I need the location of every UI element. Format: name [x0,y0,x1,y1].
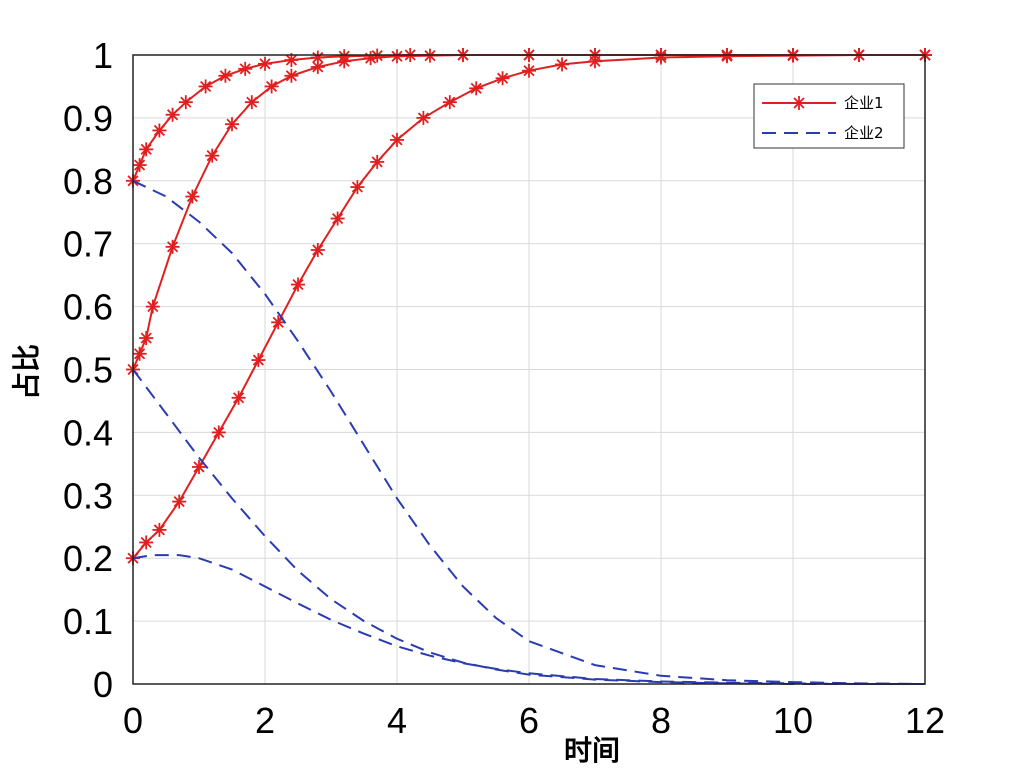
y-tick-label: 0.4 [63,412,113,453]
y-tick-label: 0.7 [63,224,113,265]
series-2-curve-3-line [132,554,925,685]
y-axis-label: 占比 [10,344,43,400]
series-1-curve-2-point [185,189,200,204]
grid [133,55,925,684]
series-1-curve-3-point [522,63,536,78]
series-1-curve-1-point [132,158,147,173]
series-1-curve-3-point [231,390,246,405]
y-tick-label: 0.5 [63,350,113,391]
x-tick-label: 6 [519,700,539,741]
x-tick-label: 0 [123,700,143,741]
series-1-curve-3-point [442,95,457,110]
legend-marker-series-1 [792,96,806,110]
series-1-curve-2-point [225,117,239,132]
series-1-curve-1-point [139,142,154,157]
y-tick-label: 0.9 [63,98,113,139]
series-1-curve-2-point [139,331,154,346]
y-tick-label: 1 [93,35,113,76]
series-1-curve-3-point [152,522,167,537]
series-1-curve-3-point [310,242,325,257]
x-tick-label: 2 [255,700,275,741]
plot-frame [132,54,926,685]
series-1-curve-3-point [139,535,154,550]
series-1-curve-3-point [192,459,206,474]
legend-entry-series-2: 企业2 [844,124,884,142]
series-1-curve-3-point [588,54,602,69]
series-1-curve-3-point [469,81,484,96]
series-1-curve-3-point [555,57,569,72]
x-tick-label: 8 [651,700,671,741]
x-tick-label: 4 [387,700,407,741]
x-axis-label: 时间 [564,734,620,767]
y-tick-label: 0.3 [63,475,113,516]
series-1-curve-2-point [205,148,220,163]
series-1-curve-3-point [495,71,510,86]
series-1-curve-3-point [172,494,187,509]
series-1-curve-2-point [264,79,279,94]
series-1-curve-2-point [132,346,147,361]
legend: 企业1 企业2 [753,83,905,149]
series-1-curve-3-point [271,315,286,330]
series-1-curve-3-point [416,110,431,125]
y-tick-label: 0.6 [63,287,113,328]
x-tick-label: 10 [773,700,813,741]
y-tick-label: 0.1 [63,601,113,642]
series-1-curve-2-point [165,239,180,254]
series-1-curve-3-point [291,277,305,292]
x-tick-label: 12 [905,700,945,741]
series-1-curve-1-point [165,107,180,122]
series-1-curve-2-point [145,299,160,314]
series-2-curve-1-line [132,179,926,685]
legend-entry-series-1: 企业1 [844,94,884,112]
series-1-curve-1-point [238,61,253,76]
series-1-curve-3-point [390,132,404,147]
legend-box [753,83,905,149]
series-1-curve-1-point [152,123,167,138]
series-1-curve-1-point [258,56,272,71]
series-1-curve-3-point [251,353,266,368]
series-1-curve-2-point [363,51,378,66]
series-1-curve-2-point [310,59,325,74]
series-1-curve-1-point [218,68,233,83]
series-1-curve-2-point [390,49,404,64]
y-tick-label: 0.2 [63,538,113,579]
series-1-curve-2-point [337,54,352,69]
series-1-curve-3-point [370,154,385,169]
series-1-curve-3-point [330,211,345,226]
series-1-curve-1-point [198,79,213,94]
series-1-curve-3-point [211,425,226,440]
series-1-curve-1-point [178,95,193,110]
y-tick-label: 0 [93,664,113,705]
series-1-curve-3-point [350,180,365,195]
series-1-curve-3-point [720,49,734,64]
series-1-curve-2-point [284,68,299,83]
series-1-curve-3-point [654,50,668,65]
series-1-curve-2-point [244,95,259,110]
y-tick-label: 0.8 [63,161,113,202]
legend-star-marker [792,96,806,110]
tick-labels: 0 2 4 6 8 10 12 0 0.1 0.2 0.3 0.4 0.5 0.6 0.7 0.8 0.9 1 [63,35,945,741]
